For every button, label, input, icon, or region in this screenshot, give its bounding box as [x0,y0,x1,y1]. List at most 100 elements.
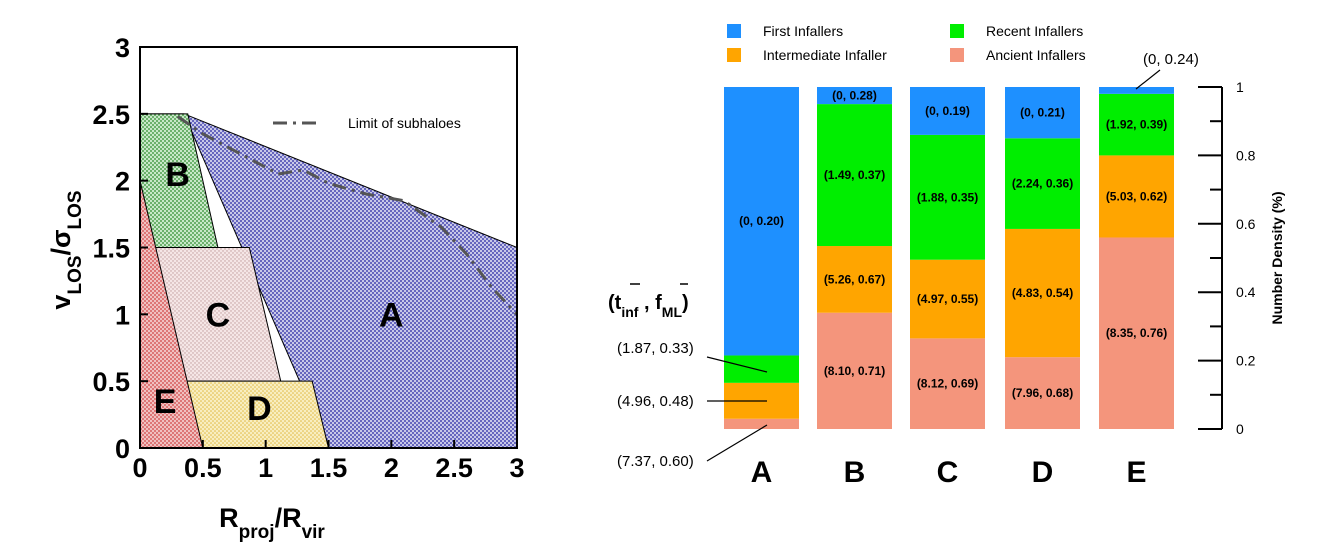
bar-segment-c-first-infallers [910,87,985,135]
segment-value-label: (1.92, 0.39) [1106,118,1167,132]
legend-label: Recent Infallers [986,23,1083,39]
x-axis-label: Rproj/Rvir [219,503,325,543]
annotation-header-f: f [655,292,662,314]
region-polygons [139,113,518,449]
bar-segment-d-ancient-infallers [1005,357,1080,429]
category-label-c: C [937,456,959,489]
annotation-header-close: ) [682,292,689,314]
y-axis-label-sub2: LOS [65,190,86,229]
region-label-d: D [247,390,272,428]
region-label-c: C [206,296,231,334]
stacked-bar-chart: Ancient Infallers Intermediate Infaller Re… [608,23,1285,489]
category-label-b: B [844,456,866,489]
legend-swatch [727,48,741,62]
y-tick-label: 0 [115,434,130,464]
annotation-header-t: t [615,292,622,314]
y-axis-label-mid: /σ [46,229,76,255]
category-label-a: A [751,456,773,489]
callout-leader [706,424,768,462]
bar-segment-e-recent-infallers [1099,93,1174,156]
x-axis-label-sub2: vir [302,522,326,543]
annotation-header-open: ( [608,292,615,314]
limit-of-subhaloes-curve [176,115,519,316]
right-tick-label: 0.4 [1236,284,1256,300]
right-tick-label: 0.6 [1236,216,1256,232]
bar-segment-c-intermediate-infaller [910,259,985,339]
segment-value-label: (1.49, 0.37) [824,168,885,182]
segment-value-label: (4.83, 0.54) [1012,286,1073,300]
legend-swatch [950,24,964,38]
callout-label: (4.96, 0.48) [617,393,694,410]
segment-value-label: (1.88, 0.35) [917,190,978,204]
legend: Ancient Infallers Intermediate Infaller Re… [727,23,1086,63]
legend-label: First Infallers [763,23,843,39]
x-tick-label: 0 [132,453,147,483]
bar-segment-a-recent-infallers [724,355,799,383]
region-label-a: A [379,296,404,334]
callout-leader [1135,69,1161,90]
segment-value-label: (2.24, 0.36) [1012,177,1073,191]
callout-leader [706,356,768,373]
segment-value-label: (0, 0.28) [832,89,877,103]
bar-segment-a-ancient-infallers [724,418,799,429]
right-tick-label: 0 [1236,421,1244,437]
region-label-b: B [165,156,190,194]
bar-segment-e-first-infallers [1099,87,1174,94]
bar-segment-b-ancient-infallers [817,312,892,429]
right-tick-label: 1 [1236,79,1244,95]
right-tick-label: 0.8 [1236,147,1256,163]
y-axis-label-sub1: LOS [65,255,86,294]
callout-label: (0, 0.24) [1143,51,1199,68]
y-tick-label: 3 [115,33,130,63]
y-tick-label: 2.5 [92,100,130,130]
bar-segment-c-recent-infallers [910,134,985,260]
annotation-header: (tinf , fML) [608,292,689,320]
right-y-axis-label: Number Density (%) [1269,191,1285,324]
bar-segment-e-intermediate-infaller [1099,155,1174,238]
bar-segment-d-recent-infallers [1005,138,1080,229]
segment-value-label: (8.35, 0.76) [1106,326,1167,340]
annotation-header-f-sub: ML [662,304,683,320]
legend-swatch [727,24,741,38]
callout-label: (7.37, 0.60) [617,453,694,470]
legend-label: Ancient Infallers [986,47,1086,63]
segment-value-label: (0, 0.21) [1020,106,1065,120]
region-label-e: E [154,383,177,421]
y-axis-label-main: v [46,295,76,310]
x-tick-label: 1 [258,453,273,483]
x-tick-label: 2 [384,453,399,483]
segment-value-label: (4.97, 0.55) [917,292,978,306]
bar-segment-c-ancient-infallers [910,338,985,429]
segment-value-label: (5.26, 0.67) [824,272,885,286]
segment-value-label: (0, 0.19) [925,104,970,118]
x-tick-label: 3 [509,453,524,483]
bar-segment-d-intermediate-infaller [1005,228,1080,358]
category-label-d: D [1032,456,1054,489]
segment-value-label: (8.12, 0.69) [917,377,978,391]
left-axis-ticks: 0 0.5 1 1.5 2 2.5 3 0 0.5 1 1.5 2 2.5 3 [92,33,524,483]
bars: (0, 0.20) A (8.10, 0.71) (5.26, 0.67) (1.49,… [724,87,1174,489]
right-tick-label: 0.2 [1236,353,1256,369]
legend-limit-label: Limit of subhaloes [348,115,461,131]
y-tick-label: 1.5 [92,234,130,264]
right-y-axis: 0 0.2 0.4 0.6 0.8 1 [1198,79,1256,437]
bar-segment-b-first-infallers [817,87,892,105]
category-label-e: E [1126,456,1146,489]
region-diagram: A B C D E 0 0.5 1 1.5 2 2.5 3 0 0.5 1 1.5 2 2.5 3 Limit o… [46,33,525,543]
segment-value-label: (8.10, 0.71) [824,364,885,378]
segment-value-label: (5.03, 0.62) [1106,189,1167,203]
y-tick-label: 0.5 [92,367,130,397]
bar-segment-b-recent-infallers [817,104,892,247]
y-axis-label: vLOS/σLOS [46,190,86,309]
region-labels: A B C D E [154,156,404,428]
y-tick-label: 2 [115,167,130,197]
segment-value-label: (7.96, 0.68) [1012,386,1073,400]
callout-label: (1.87, 0.33) [617,340,694,357]
bar-segment-b-intermediate-infaller [817,246,892,313]
segment-value-label: (0, 0.20) [739,214,784,228]
legend-label: Intermediate Infaller [763,47,887,63]
x-tick-label: 0.5 [184,453,222,483]
x-axis-label-main: R [219,503,239,533]
bar-segment-a-first-infallers [724,87,799,356]
